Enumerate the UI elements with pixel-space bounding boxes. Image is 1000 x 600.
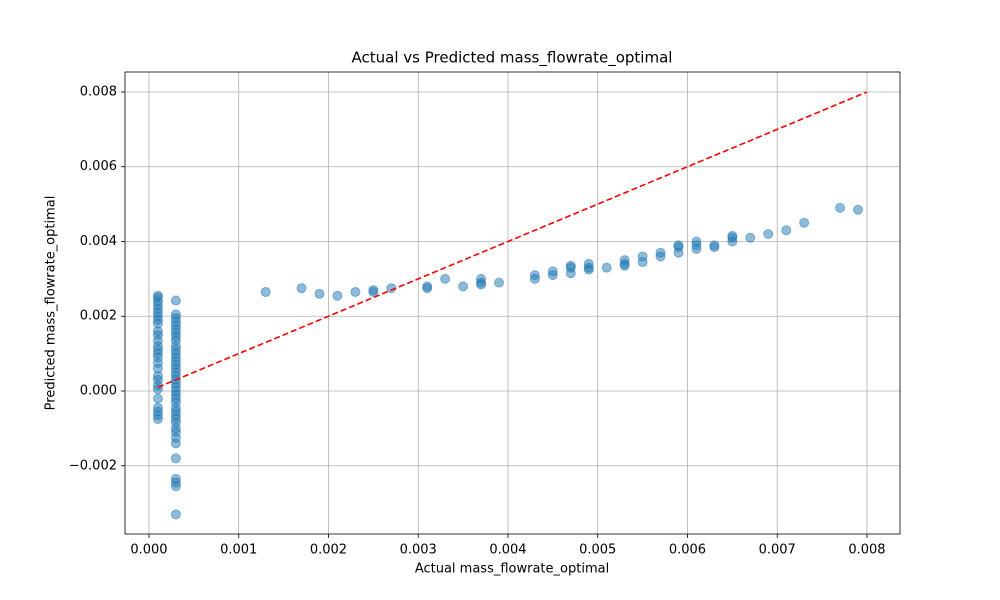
point <box>709 242 720 253</box>
point <box>170 295 181 306</box>
x-tick-label: 0.000 <box>130 543 167 558</box>
reference-line <box>157 91 868 389</box>
x-tick-label: 0.003 <box>400 543 437 558</box>
point <box>170 509 181 520</box>
point <box>350 286 361 297</box>
point <box>368 285 379 296</box>
point <box>763 229 774 240</box>
x-tick-label: 0.004 <box>489 543 526 558</box>
x-tick-label: 0.005 <box>579 543 616 558</box>
point <box>781 225 792 236</box>
x-tick-label: 0.007 <box>759 543 796 558</box>
point <box>565 268 576 279</box>
point <box>493 277 504 288</box>
point <box>476 279 487 290</box>
point <box>296 283 307 294</box>
point <box>547 270 558 281</box>
point <box>691 243 702 254</box>
point <box>745 232 756 243</box>
point <box>673 247 684 258</box>
point <box>637 257 648 268</box>
y-tick-label: 0.006 <box>80 159 117 174</box>
point <box>727 236 738 247</box>
x-axis-label: Actual mass_flowrate_optimal <box>415 562 609 577</box>
point <box>583 264 594 275</box>
y-tick-label: 0.004 <box>80 234 117 249</box>
point <box>170 481 181 492</box>
x-tick-label: 0.001 <box>220 543 257 558</box>
point <box>458 281 469 292</box>
point <box>852 204 863 215</box>
y-tick-label: 0.008 <box>80 84 117 99</box>
x-tick-label: 0.006 <box>669 543 706 558</box>
point <box>529 273 540 284</box>
point <box>332 290 343 301</box>
y-tick-label: −0.002 <box>69 458 117 473</box>
y-axis-label: Predicted mass_flowrate_optimal <box>44 196 59 411</box>
chart-title: Actual vs Predicted mass_flowrate_optima… <box>352 49 673 68</box>
point <box>655 251 666 262</box>
x-tick-label: 0.008 <box>848 543 885 558</box>
y-tick-label: 0.000 <box>80 384 117 399</box>
point <box>170 438 181 449</box>
point <box>619 260 630 271</box>
point <box>152 393 163 404</box>
point <box>799 217 810 228</box>
point <box>260 286 271 297</box>
point <box>152 414 163 425</box>
point <box>835 202 846 213</box>
y-tick-label: 0.002 <box>80 309 117 324</box>
x-tick-label: 0.002 <box>310 543 347 558</box>
point <box>170 453 181 464</box>
point <box>422 283 433 294</box>
point <box>314 288 325 299</box>
plot-frame <box>124 71 901 535</box>
point <box>440 273 451 284</box>
point <box>601 262 612 273</box>
